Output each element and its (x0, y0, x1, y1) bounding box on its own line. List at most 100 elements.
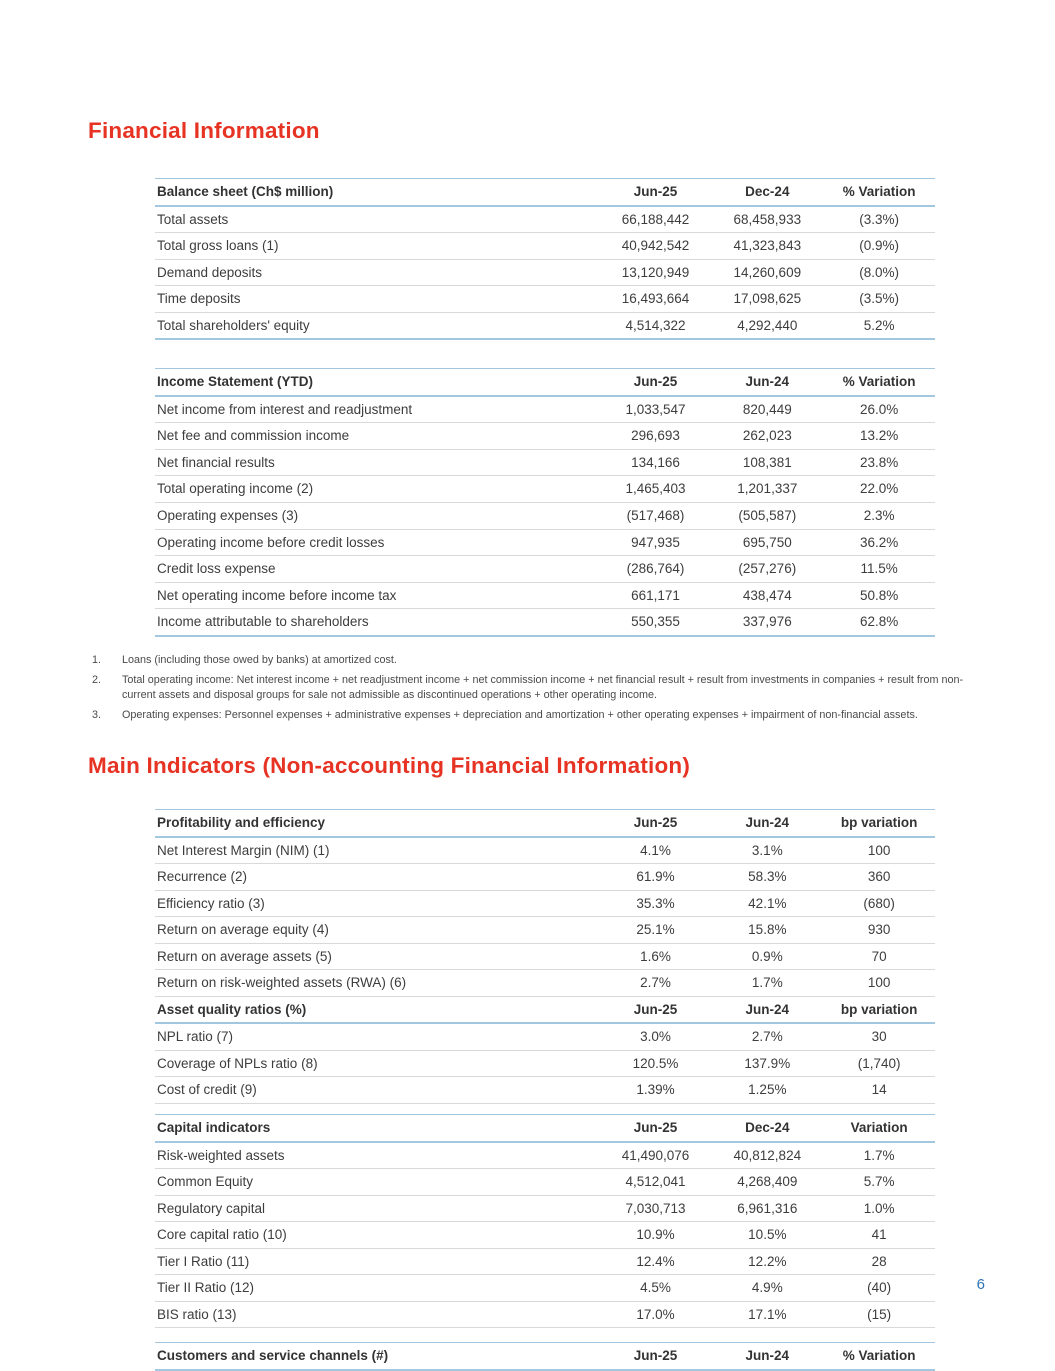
section-title-main-indicators: Main Indicators (Non-accounting Financia… (88, 753, 691, 778)
footnote: 1. Loans (including those owed by banks)… (92, 653, 995, 668)
cell-value: 2.3% (823, 502, 935, 530)
cell-value: 4.5% (599, 1274, 712, 1302)
cell-value: 1.6% (599, 943, 712, 971)
table-row: Time deposits 16,493,664 17,098,625 (3.5%) (155, 285, 935, 313)
cell-value: 1.7% (711, 969, 824, 997)
page-number: 6 (976, 1276, 985, 1293)
table-row: Operating income before credit losses 947… (155, 529, 935, 557)
indicator-tables: Profitability and efficiency Jun-25 Jun-24… (155, 808, 995, 1371)
table-header-row: Income Statement (YTD) Jun-25 Jun-24% Vari… (155, 368, 935, 397)
row-label: Return on average equity (4) (155, 916, 600, 944)
footnote-number: 2. (92, 674, 102, 687)
row-label: Total operating income (2) (155, 475, 600, 504)
table-row: Net Interest Margin (NIM) (1) 4.1% 3.1% 100 (155, 836, 935, 865)
table-row: Operating expenses (3) (517,468) (505,587)… (155, 502, 935, 530)
cell-value: 930 (823, 916, 935, 944)
cell-value: 1.25% (711, 1076, 824, 1105)
cell-value: 17.0% (599, 1301, 712, 1329)
footnote-number: 3. (92, 709, 102, 722)
column-header: Jun-25 (599, 808, 712, 838)
table-row: Return on average equity (4) 25.1% 15.8% 93… (155, 916, 935, 944)
cell-value: 1,033,547 (599, 395, 712, 424)
table-header-row: Capital indicators Jun-25 Dec-24 Variation (155, 1114, 935, 1143)
cell-value: 70 (823, 943, 935, 971)
row-label: NPL ratio (7) (155, 1023, 600, 1051)
footnote-text: Loans (including those owed by banks) at… (122, 653, 397, 666)
cell-value: 50.8% (823, 582, 935, 610)
cell-value: (3.5%) (823, 285, 935, 313)
financial-tables: Balance sheet (Ch$ million) Jun-25 Dec-24%… (155, 177, 995, 637)
cell-value: 16,493,664 (599, 285, 712, 313)
table-row: Efficiency ratio (3) 35.3% 42.1% (680) (155, 890, 935, 918)
cell-value: 14,260,609 (711, 259, 824, 287)
table-row: Net operating income before income tax 66… (155, 582, 935, 610)
cell-value: (517,468) (599, 502, 712, 530)
table-row: Risk-weighted assets 41,490,076 40,812,824… (155, 1141, 935, 1170)
cell-value: 10.5% (711, 1221, 824, 1249)
cell-value: 35.3% (599, 890, 712, 918)
cell-value: 661,171 (599, 582, 712, 610)
capital-indicators-table: Capital indicators Jun-25 Dec-24 Variation R… (155, 1114, 935, 1329)
cell-value: 12.4% (599, 1248, 712, 1276)
row-label: Time deposits (155, 285, 600, 313)
cell-value: 947,935 (599, 529, 712, 557)
cell-value: 695,750 (711, 529, 824, 557)
cell-value: 61.9% (599, 863, 712, 891)
row-label: Recurrence (2) (155, 863, 600, 891)
column-header: Jun-25 (599, 996, 712, 1025)
cell-value: 360 (823, 863, 935, 891)
row-label: Credit loss expense (155, 555, 600, 583)
cell-value: 13.2% (823, 422, 935, 450)
cell-value: 2.7% (711, 1023, 824, 1051)
cell-value: 4.1% (599, 836, 712, 865)
cell-value: 296,693 (599, 422, 712, 450)
table-row: Net fee and commission income 296,693 262,… (155, 422, 935, 450)
cell-value: 120.5% (599, 1050, 712, 1078)
column-header: % Variation (823, 368, 935, 397)
column-header: % Variation (823, 1342, 935, 1371)
cell-value: 22.0% (823, 475, 935, 504)
row-label: Net financial results (155, 449, 600, 477)
cell-value: 137.9% (711, 1050, 824, 1078)
column-header: bp variation (823, 996, 935, 1025)
cell-value: 4.9% (711, 1274, 824, 1302)
column-header: Jun-24 (711, 368, 824, 397)
cell-value: (257,276) (711, 555, 824, 583)
column-header: Income Statement (YTD) (155, 368, 600, 397)
column-header: Profitability and efficiency (155, 808, 600, 838)
cell-value: 108,381 (711, 449, 824, 477)
row-label: Operating expenses (3) (155, 502, 600, 530)
table-row: Cost of credit (9) 1.39% 1.25% 14 (155, 1076, 935, 1105)
row-label: Return on average assets (5) (155, 943, 600, 971)
cell-value: 134,166 (599, 449, 712, 477)
cell-value: 1.7% (823, 1141, 935, 1170)
column-header: Jun-24 (711, 808, 824, 838)
row-label: Regulatory capital (155, 1195, 600, 1223)
footnotes: 1. Loans (including those owed by banks)… (92, 653, 995, 723)
cell-value: 0.9% (711, 943, 824, 971)
row-label: BIS ratio (13) (155, 1301, 600, 1329)
row-label: Efficiency ratio (3) (155, 890, 600, 918)
column-header: Jun-25 (599, 177, 712, 207)
cell-value: 262,023 (711, 422, 824, 450)
table-row: Total gross loans (1) 40,942,542 41,323,84… (155, 232, 935, 260)
cell-value: 5.7% (823, 1168, 935, 1196)
cell-value: 1.0% (823, 1195, 935, 1223)
row-label: Net operating income before income tax (155, 582, 600, 610)
row-label: Total shareholders' equity (155, 312, 600, 341)
cell-value: 10.9% (599, 1221, 712, 1249)
column-header: Dec-24 (711, 177, 824, 207)
row-label: Tier II Ratio (12) (155, 1274, 600, 1302)
cell-value: 15.8% (711, 916, 824, 944)
table-row: Total shareholders' equity 4,514,322 4,292… (155, 312, 935, 341)
table-row: Demand deposits 13,120,949 14,260,609 (8.0%… (155, 259, 935, 287)
table-row: Income attributable to shareholders 550,3… (155, 608, 935, 637)
table-header-row: Profitability and efficiency Jun-25 Jun-24… (155, 808, 935, 838)
cell-value: 41,323,843 (711, 232, 824, 260)
cell-value: 4,514,322 (599, 312, 712, 341)
table-row: Tier I Ratio (11) 12.4% 12.2% 28 (155, 1248, 935, 1276)
footnote: 2. Total operating income: Net interest … (92, 673, 995, 702)
row-label: Core capital ratio (10) (155, 1221, 600, 1249)
cell-value: 100 (823, 969, 935, 997)
